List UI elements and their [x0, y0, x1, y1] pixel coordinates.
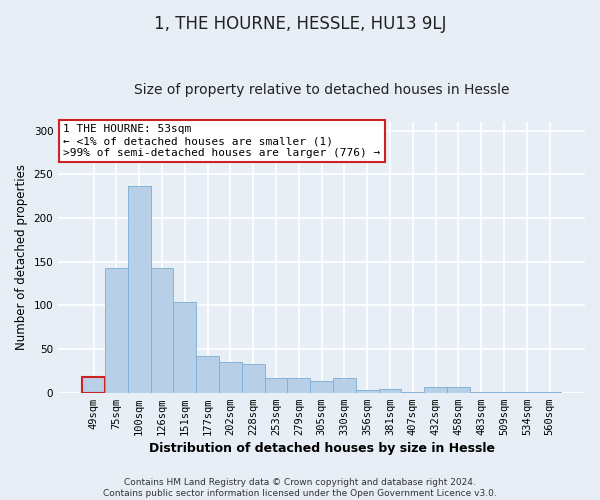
Y-axis label: Number of detached properties: Number of detached properties: [15, 164, 28, 350]
Text: Contains HM Land Registry data © Crown copyright and database right 2024.
Contai: Contains HM Land Registry data © Crown c…: [103, 478, 497, 498]
Bar: [379, 389, 401, 392]
Bar: [447, 388, 470, 392]
Bar: [424, 388, 447, 392]
Bar: [151, 268, 173, 392]
Bar: [219, 362, 242, 392]
Bar: [265, 378, 287, 392]
Bar: [82, 377, 105, 392]
Bar: [356, 390, 379, 392]
Text: 1, THE HOURNE, HESSLE, HU13 9LJ: 1, THE HOURNE, HESSLE, HU13 9LJ: [154, 15, 446, 33]
X-axis label: Distribution of detached houses by size in Hessle: Distribution of detached houses by size …: [149, 442, 494, 455]
Title: Size of property relative to detached houses in Hessle: Size of property relative to detached ho…: [134, 83, 509, 97]
Bar: [242, 364, 265, 392]
Bar: [173, 302, 196, 392]
Bar: [310, 382, 333, 392]
Bar: [128, 186, 151, 392]
Bar: [196, 356, 219, 393]
Bar: [287, 378, 310, 392]
Text: 1 THE HOURNE: 53sqm
← <1% of detached houses are smaller (1)
>99% of semi-detach: 1 THE HOURNE: 53sqm ← <1% of detached ho…: [64, 124, 380, 158]
Bar: [333, 378, 356, 392]
Bar: [105, 268, 128, 392]
